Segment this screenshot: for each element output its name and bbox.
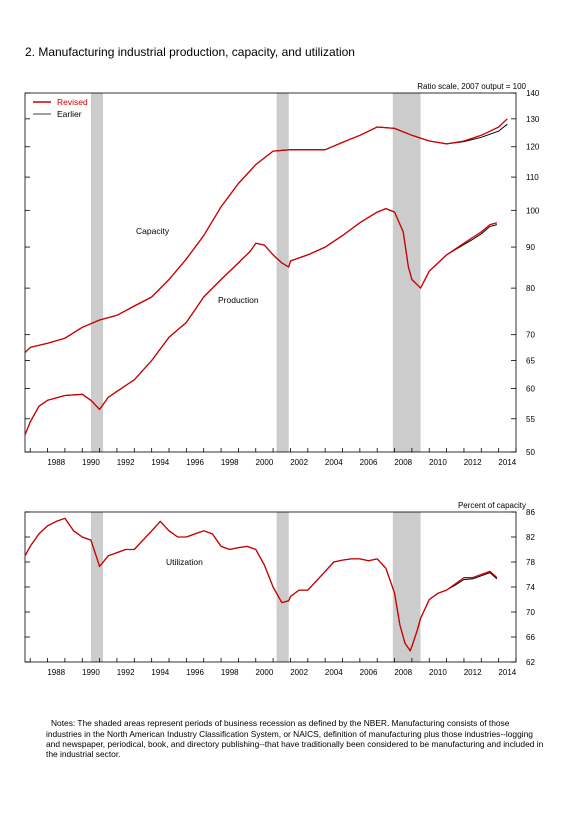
production-revised-line [24, 207, 498, 436]
x-tick-label: 2000 [256, 668, 274, 677]
x-tick-label: 1994 [151, 458, 169, 467]
x-tick-label: 2000 [256, 458, 274, 467]
y-tick-label: 70 [526, 608, 535, 617]
y-tick-label: 70 [526, 331, 535, 340]
x-tick-label: 1994 [151, 668, 169, 677]
x-tick-label: 2002 [290, 458, 308, 467]
y-tick-label: 86 [526, 508, 535, 517]
recession-band [392, 93, 421, 452]
x-tick-label: 1992 [117, 668, 135, 677]
y-tick-label: 82 [526, 533, 535, 542]
recession-band [90, 512, 104, 662]
x-tick-label: 2014 [498, 458, 516, 467]
legend-label-earlier: Earlier [57, 109, 82, 119]
x-tick-label: 2014 [498, 668, 516, 677]
recession-band [276, 512, 289, 662]
y-tick-label: 60 [526, 384, 535, 393]
y-tick-label: 100 [526, 206, 540, 215]
y-tick-label: 130 [526, 115, 540, 124]
x-tick-label: 2004 [325, 668, 343, 677]
y-tick-label: 66 [526, 633, 535, 642]
y-tick-label: 80 [526, 284, 535, 293]
x-tick-label: 1998 [221, 668, 239, 677]
figure-title: 2. Manufacturing industrial production, … [25, 45, 355, 59]
production-label: Production [218, 295, 259, 305]
x-tick-label: 2004 [325, 458, 343, 467]
x-tick-label: 2002 [290, 668, 308, 677]
x-tick-label: 1990 [82, 458, 100, 467]
x-tick-label: 1992 [117, 458, 135, 467]
recession-band [276, 93, 289, 452]
y-tick-label: 90 [526, 243, 535, 252]
y-tick-label: 120 [526, 143, 540, 152]
x-tick-label: 2012 [464, 668, 482, 677]
x-tick-label: 2006 [360, 458, 378, 467]
utilization-label: Utilization [166, 557, 203, 567]
utilization-revised-line [24, 517, 498, 652]
y-tick-label: 50 [526, 448, 535, 457]
x-tick-label: 1996 [186, 668, 204, 677]
top-chart-panel: 50 55 60 65 70 80 90 100 110 120 130 140 1988 1990 199… [24, 82, 540, 467]
y-tick-label: 55 [526, 415, 535, 424]
x-tick-label: 2008 [394, 668, 412, 677]
capacity-label: Capacity [136, 226, 170, 236]
y-tick-label: 74 [526, 583, 535, 592]
x-tick-label: 2010 [429, 668, 447, 677]
y-tick-label: 110 [526, 173, 539, 182]
plot-frame [24, 92, 517, 453]
x-tick-label: 1998 [221, 458, 239, 467]
recession-band [90, 93, 104, 452]
capacity-revised-line [24, 118, 508, 354]
figure-notes: Notes: The shaded areas represent period… [46, 718, 544, 760]
y-axis-title: Ratio scale, 2007 output = 100 [417, 82, 526, 91]
recession-band [392, 512, 421, 662]
legend-label-revised: Revised [57, 97, 88, 107]
x-tick-label: 2006 [360, 668, 378, 677]
bottom-chart-panel: 62 66 70 74 78 82 86 1988 1990 1992 1994 1996 1998 20… [24, 501, 535, 677]
y-tick-label: 65 [526, 357, 535, 366]
y-axis-title: Percent of capacity [458, 501, 526, 510]
x-tick-label: 1990 [82, 668, 100, 677]
x-tick-label: 2010 [429, 458, 447, 467]
x-tick-label: 2012 [464, 458, 482, 467]
y-tick-label: 140 [526, 89, 540, 98]
x-tick-label: 2008 [394, 458, 412, 467]
x-tick-label: 1988 [47, 458, 65, 467]
x-tick-label: 1996 [186, 458, 204, 467]
x-tick-label: 1988 [47, 668, 65, 677]
y-tick-label: 78 [526, 558, 535, 567]
y-tick-label: 62 [526, 658, 535, 667]
